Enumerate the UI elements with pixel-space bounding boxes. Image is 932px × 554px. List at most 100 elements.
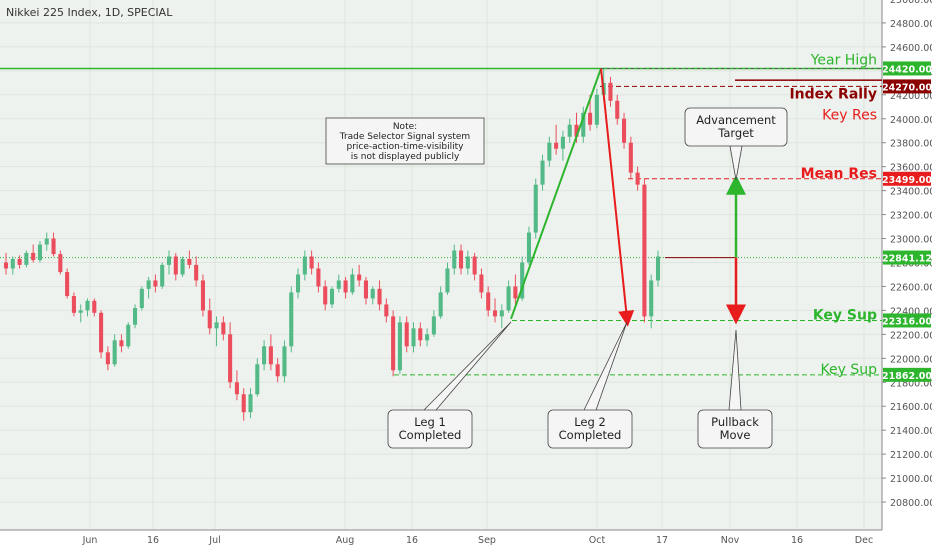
candle [513,274,518,305]
x-axis-ticks: Jun 16 Jul Aug 16 Sep Oct 17 Nov 16 Dec [0,529,882,546]
candle [282,340,287,383]
candle [397,316,402,374]
candle-body [418,328,423,341]
price-label: 24270.00 [882,79,932,94]
note-line: price-action-time-visibility [346,142,464,152]
candle [17,255,22,269]
candle-body [3,262,9,269]
note-line: is not displayed publicly [351,152,460,162]
price-label-text: 21862.00 [882,371,932,382]
callout-box [387,409,473,449]
price-label-text: 24270.00 [882,82,932,93]
candle [533,178,538,239]
candle-body [71,296,76,313]
y-tick-label: 21800.00 [890,378,932,389]
candle [655,250,661,287]
x-tick-label: Jul [208,535,220,546]
candle [465,250,470,275]
candle [85,298,90,317]
y-tick-label: 24800.00 [890,19,932,30]
candle-body [438,292,443,317]
candle [560,130,565,161]
candle [472,252,477,281]
candle [248,388,253,419]
candle [506,280,511,313]
candle [316,262,321,293]
candle [58,250,63,275]
arrow-annotations [510,68,882,327]
candle-body [200,280,205,311]
candle-body [234,382,239,395]
y-tick-label: 24200.00 [890,91,932,102]
callout-box [547,409,633,449]
x-tick-label: 17 [656,535,668,546]
candle-body [377,288,382,305]
candle [119,334,124,353]
candle [71,292,76,317]
candle-body [173,256,178,275]
candle-body [655,256,661,281]
candle [350,268,355,295]
candle [24,250,29,268]
candle-body [85,300,90,311]
candle [581,106,586,143]
candle-body [452,250,457,269]
candle [547,136,552,167]
candle [649,274,654,329]
candle-body [153,280,158,287]
candle [296,268,301,299]
candle [112,334,117,367]
candle-body [615,100,620,119]
candle [526,226,531,265]
candle-body [316,268,321,287]
y-tick-label: 24600.00 [890,43,932,54]
candle [411,322,416,353]
level-name: Key Sup [813,307,877,323]
level-name: Year High [810,52,877,68]
candle [160,262,165,289]
candle-body [459,250,464,269]
candle-body [248,394,253,413]
callout-pointer [423,321,512,411]
candle [44,232,49,251]
candle-body [180,258,185,275]
candle-body [44,238,49,245]
candle [370,286,375,305]
candle [486,286,491,317]
candle [133,304,138,329]
candle-body [608,82,613,101]
candle-body [17,258,22,265]
candle [207,298,212,335]
candle [31,244,36,263]
candle-body [588,112,593,125]
level-name: Key Sup [821,362,878,378]
price-label-bg [883,171,931,186]
candle-body [363,280,368,299]
x-tick-label: 16 [406,535,418,546]
x-tick-label: Oct [589,535,606,546]
callout-box [697,409,773,449]
candle-body [24,252,29,265]
x-tick-label: Aug [336,535,355,546]
y-tick-label: 22200.00 [890,330,932,341]
level-name: Key Res [822,107,877,123]
candle-body [486,292,491,311]
candle [10,256,15,275]
candle [323,280,328,311]
callout-box [684,107,788,147]
callout-pointer [583,321,628,411]
candle-body [112,340,117,365]
candle [608,76,613,107]
candle-body [370,288,375,299]
candle [262,340,267,371]
candle-body [309,256,314,269]
candle [309,250,314,275]
y-tick-label: 23400.00 [890,187,932,198]
candle [357,264,362,287]
candle [153,274,158,293]
callout-text: Target [717,126,754,140]
candle-body [133,308,138,325]
candle-body [166,256,172,265]
